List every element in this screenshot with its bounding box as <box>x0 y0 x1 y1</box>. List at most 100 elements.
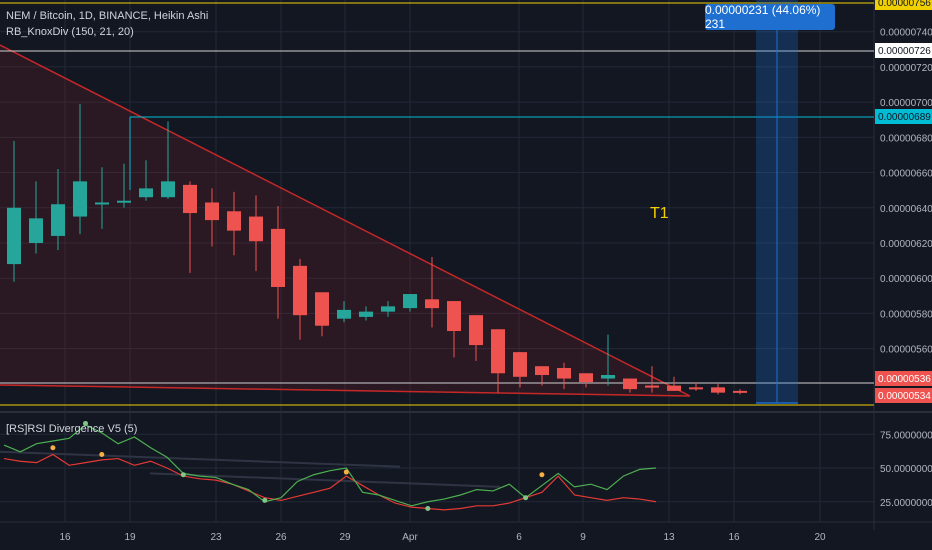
x-tick-label: 23 <box>210 532 222 543</box>
rsi-divergence-dot <box>343 469 349 475</box>
candle-body <box>381 306 395 312</box>
candle <box>403 294 417 312</box>
candle-body <box>7 207 21 265</box>
candle-body <box>139 188 153 198</box>
rsi-divergence-dot <box>425 506 431 511</box>
price-label: 0.00000534 <box>878 391 931 402</box>
candle-body <box>51 204 65 236</box>
candle-body <box>29 218 43 243</box>
candle <box>117 163 131 208</box>
candle <box>51 169 65 251</box>
x-tick-label: 29 <box>339 532 351 543</box>
candle <box>95 167 109 229</box>
candle <box>491 329 505 393</box>
candle-body <box>95 202 109 205</box>
rsi-divergence-dot <box>83 420 88 426</box>
indicator-legend: RB_KnoxDiv (150, 21, 20) <box>6 26 134 38</box>
x-tick-label: Apr <box>402 532 418 543</box>
candle-body <box>579 373 593 383</box>
rsi-tick-label: 75.00000000 <box>880 430 932 441</box>
candle-body <box>227 211 241 231</box>
y-tick-label: 0.00000580 <box>880 309 932 320</box>
rsi-green-line <box>3 424 657 507</box>
y-tick-label: 0.00000680 <box>880 133 932 144</box>
candle <box>271 206 285 319</box>
x-tick-label: 26 <box>275 532 287 543</box>
rsi-divergence-line <box>0 450 401 468</box>
candle <box>667 376 681 391</box>
rsi-legend: [RS]RSI Divergence V5 (5) <box>6 423 138 435</box>
rsi-divergence-dot <box>180 472 186 478</box>
candle <box>579 373 593 388</box>
candle <box>29 181 43 254</box>
candle <box>205 188 219 247</box>
y-tick-label: 0.00000640 <box>880 204 932 215</box>
candle <box>381 301 395 317</box>
candle <box>447 301 461 358</box>
candle <box>315 292 329 337</box>
candle-body <box>667 385 681 391</box>
candle <box>425 257 439 328</box>
rsi-divergence-line <box>149 472 501 488</box>
measure-label[interactable]: 0.00000231 (44.06%) 231 <box>705 3 835 31</box>
rsi-divergence-dot <box>99 452 105 457</box>
rsi-divergence-dot <box>50 445 56 451</box>
x-tick-label: 13 <box>663 532 675 543</box>
price-label: 0.00000689 <box>878 112 931 123</box>
rsi-divergence-dot <box>539 472 545 478</box>
candle-body <box>359 311 373 317</box>
candle-body <box>161 181 175 198</box>
candle <box>227 191 241 256</box>
candle <box>513 352 527 388</box>
t1-annotation: T1 <box>650 205 669 222</box>
price-label-box <box>875 0 932 10</box>
price-label-box <box>875 43 932 58</box>
candle-body <box>337 309 351 319</box>
candle <box>689 382 703 391</box>
y-tick-label: 0.00000720 <box>880 63 932 74</box>
x-tick-label: 19 <box>124 532 136 543</box>
candle <box>557 362 571 390</box>
candle <box>733 389 747 395</box>
candle <box>711 383 725 395</box>
candle-body <box>623 378 637 390</box>
y-tick-label: 0.00000560 <box>880 345 932 356</box>
y-tick-label: 0.00000660 <box>880 169 932 180</box>
candle-body <box>117 200 131 203</box>
candle-body <box>513 352 527 377</box>
candle-body <box>491 329 505 374</box>
rsi-red-line <box>3 453 657 511</box>
candle-body <box>293 265 307 316</box>
price-label-box <box>875 371 932 386</box>
y-tick-label: 0.00000600 <box>880 274 932 285</box>
candle <box>7 140 21 282</box>
price-label: 0.00000536 <box>878 374 931 385</box>
price-label-box <box>875 388 932 403</box>
candle-body <box>249 216 263 242</box>
upper-trendline <box>0 44 691 397</box>
rsi-divergence-dot <box>262 497 268 503</box>
x-tick-label: 20 <box>814 532 826 543</box>
candle-body <box>645 385 659 388</box>
candle-body <box>601 375 615 379</box>
candle <box>249 195 263 272</box>
candle <box>359 306 373 321</box>
candle-body <box>271 228 285 287</box>
candle <box>183 181 197 273</box>
x-tick-label: 6 <box>516 532 522 543</box>
y-tick-label: 0.00000620 <box>880 239 932 250</box>
candle <box>601 334 615 386</box>
candle <box>645 366 659 393</box>
candle-body <box>557 367 571 379</box>
x-tick-label: 16 <box>728 532 740 543</box>
candle <box>535 366 549 386</box>
candle-body <box>733 390 747 393</box>
candle-body <box>205 202 219 221</box>
candle <box>161 121 175 199</box>
candle <box>337 301 351 323</box>
candle-body <box>535 366 549 376</box>
price-label: 0.00000726 <box>878 46 931 57</box>
price-label: 0.00000756 <box>878 0 931 9</box>
candle-body <box>469 315 483 346</box>
